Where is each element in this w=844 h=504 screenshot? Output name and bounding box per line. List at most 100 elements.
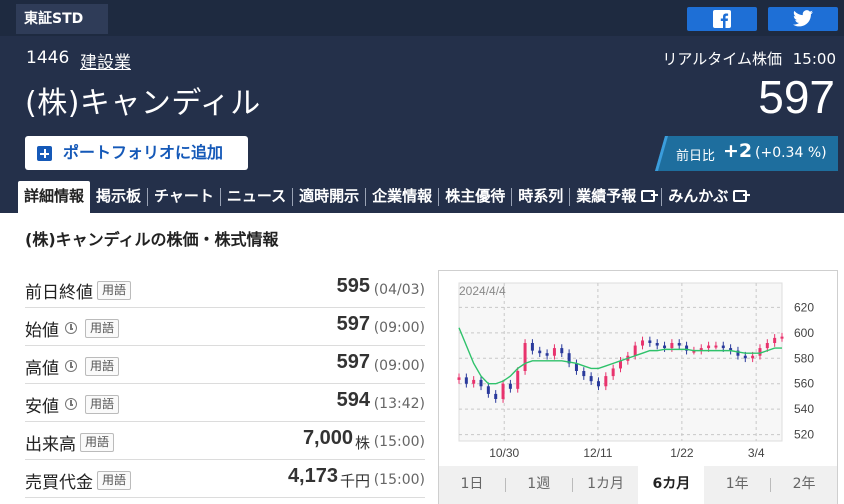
- price-chart[interactable]: 520 540 560 580 600 620 10/30 12/11 1/22 3/4 2024/…: [438, 270, 838, 504]
- quote-row: 売買代金 用語 4,173 千円 (15:00): [25, 460, 425, 498]
- candle: [780, 336, 784, 339]
- chart-period-tabs: 1日 1週 1カ月 6カ月 1年 2年: [439, 466, 837, 504]
- quote-time: (15:00): [373, 434, 425, 450]
- tab-forecast[interactable]: 業績予報: [570, 181, 661, 213]
- candle: [567, 353, 571, 364]
- candle: [655, 343, 659, 346]
- period-1m[interactable]: 1カ月: [587, 476, 625, 492]
- candle: [641, 340, 645, 346]
- glossary-link[interactable]: 用語: [80, 433, 115, 452]
- quote-row: 前日終値 用語 595 (04/03): [25, 270, 425, 308]
- quote-label: 始値: [25, 321, 59, 341]
- y-tick-label: 520: [794, 428, 814, 442]
- market-badge: 東証STD: [16, 4, 108, 34]
- period-2y[interactable]: 2年: [792, 476, 816, 492]
- candle: [516, 371, 520, 389]
- add-to-portfolio-button[interactable]: ポートフォリオに追加: [25, 136, 248, 170]
- candle: [486, 386, 490, 394]
- tab-disclosure[interactable]: 適時開示: [299, 187, 360, 205]
- stock-code: 1446: [26, 48, 70, 68]
- tab-news[interactable]: ニュース: [226, 187, 287, 205]
- candle: [582, 371, 586, 377]
- candle: [721, 345, 725, 349]
- period-divider: [504, 478, 506, 492]
- candle: [685, 345, 689, 351]
- facebook-share-button[interactable]: [687, 7, 757, 31]
- quote-label: 出来高: [25, 435, 76, 455]
- candle: [736, 350, 740, 356]
- candle: [552, 348, 556, 356]
- glossary-link[interactable]: 用語: [97, 471, 132, 490]
- sector-link[interactable]: 建設業: [80, 53, 131, 73]
- facebook-icon: [713, 10, 731, 28]
- x-tick-label: 3/4: [748, 446, 765, 460]
- candle: [633, 345, 637, 356]
- candle: [677, 343, 681, 346]
- x-tick-label: 12/11: [583, 446, 612, 460]
- tab-timeseries[interactable]: 時系列: [518, 187, 564, 205]
- candle: [457, 377, 461, 380]
- glossary-link[interactable]: 用語: [85, 395, 120, 414]
- tab-details[interactable]: 詳細情報: [18, 181, 91, 213]
- y-tick-label: 560: [794, 377, 814, 391]
- quote-time: (04/03): [373, 282, 425, 298]
- period-1y[interactable]: 1年: [725, 476, 749, 492]
- quote-value: 4,173: [287, 465, 338, 487]
- candle: [699, 348, 703, 351]
- section-title: (株)キャンディルの株価・株式情報: [25, 230, 279, 249]
- price-change-box: 前日比 +2 (+0.34 %): [655, 136, 838, 171]
- twitter-share-button[interactable]: [768, 7, 838, 31]
- glossary-link[interactable]: 用語: [97, 281, 132, 300]
- quote-unit: 株: [354, 434, 370, 452]
- tab-benefits[interactable]: 株主優待: [445, 187, 506, 205]
- tab-chart[interactable]: チャート: [154, 187, 214, 205]
- period-1w[interactable]: 1週: [527, 476, 551, 492]
- tab-board[interactable]: 掲示板: [96, 187, 142, 205]
- x-tick-label: 1/22: [670, 446, 694, 460]
- clock-icon: [65, 322, 77, 334]
- candle: [758, 348, 762, 356]
- candle: [670, 343, 674, 349]
- candle: [464, 377, 468, 384]
- y-tick-label: 540: [794, 402, 814, 416]
- candle: [692, 350, 696, 353]
- glossary-link[interactable]: 用語: [85, 319, 120, 338]
- quote-unit: 千円: [339, 472, 370, 490]
- candle: [523, 343, 527, 371]
- tab-divider: [661, 188, 663, 206]
- quote-value: 594: [336, 389, 370, 411]
- stock-tabs: 詳細情報 掲示板 チャート ニュース 適時開示 企業情報 株主優待 時系列 業績…: [18, 181, 753, 213]
- candle: [619, 360, 622, 369]
- x-tick-label: 10/30: [489, 446, 519, 460]
- moving-average-line: [458, 327, 782, 385]
- quote-row: 高値 用語 597 (09:00): [25, 346, 425, 384]
- change-label: 前日比: [676, 149, 716, 164]
- quote-time: (09:00): [373, 358, 425, 374]
- candle: [648, 340, 652, 343]
- quote-time: (13:42): [373, 396, 425, 412]
- glossary-link[interactable]: 用語: [85, 357, 120, 376]
- quote-value: 597: [336, 351, 370, 373]
- candle: [773, 337, 777, 343]
- candle: [714, 345, 718, 348]
- tab-divider: [569, 188, 571, 206]
- plus-icon: [37, 146, 52, 161]
- period-6m[interactable]: 6カ月: [638, 466, 705, 504]
- tab-minkabu[interactable]: みんかぶ: [662, 181, 753, 213]
- candle: [743, 355, 747, 359]
- tab-company[interactable]: 企業情報: [372, 187, 433, 205]
- quote-time: (09:00): [373, 320, 425, 336]
- candle: [729, 348, 733, 351]
- period-1d[interactable]: 1日: [460, 476, 484, 492]
- candle: [538, 350, 542, 354]
- candle: [596, 381, 600, 387]
- quote-label: 売買代金: [25, 473, 93, 493]
- change-value: +2: [723, 140, 753, 162]
- realtime-label: リアルタイム株価 15:00: [662, 48, 836, 69]
- quote-row: 安値 用語 594 (13:42): [25, 384, 425, 422]
- candle: [707, 345, 711, 349]
- external-link-icon: [641, 190, 659, 202]
- candle: [751, 355, 755, 359]
- quote-row: 始値 用語 597 (09:00): [25, 308, 425, 346]
- tab-minkabu-label: みんかぶ: [668, 187, 729, 205]
